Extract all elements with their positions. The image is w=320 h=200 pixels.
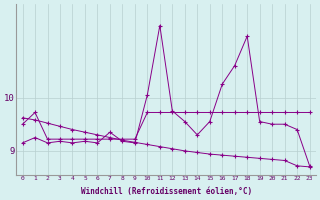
X-axis label: Windchill (Refroidissement éolien,°C): Windchill (Refroidissement éolien,°C) [81, 187, 252, 196]
